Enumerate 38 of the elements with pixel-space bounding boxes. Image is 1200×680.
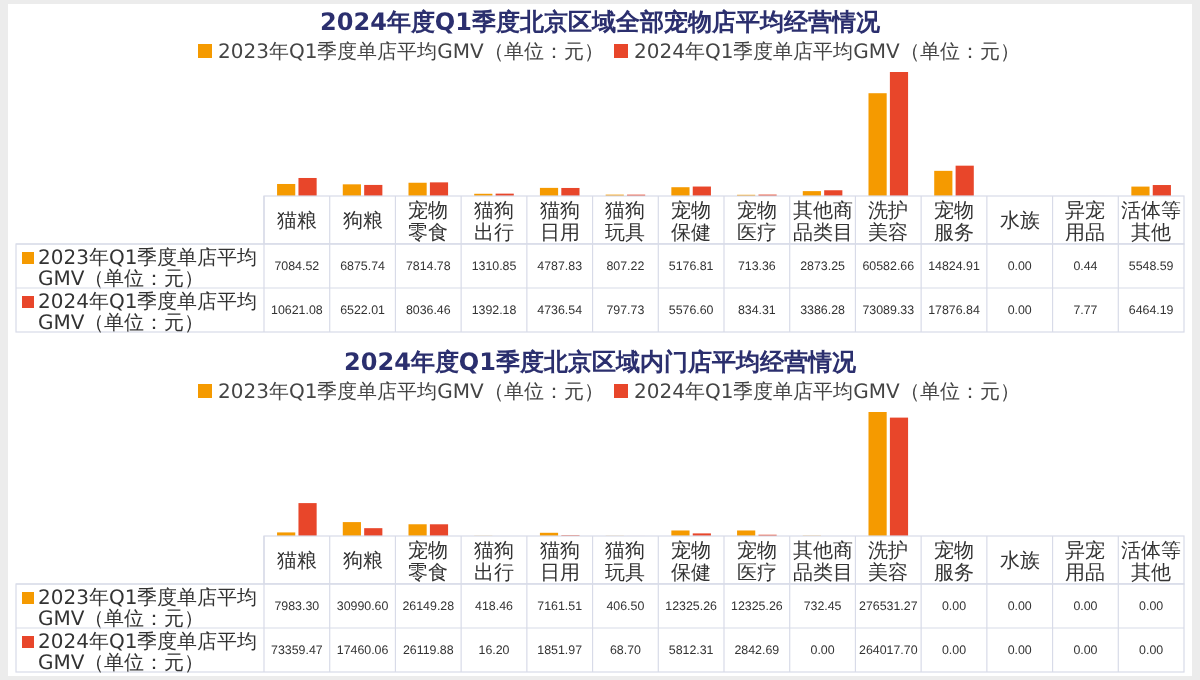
text: 2024年Q1季度单店平均GMV（单位：元） [38,632,258,675]
x-tick-label: 水族 [999,549,1040,573]
x-tick-label: 猫粮 [276,549,317,573]
text: 2024年Q1季度单店平均GMV（单位：元） [38,292,258,335]
x-tick-label: 宠物保健 [671,199,712,245]
x-tick-label: 其他商品类目 [792,539,853,585]
x-tick-label: 异宠用品 [1065,539,1106,585]
chart-title: 2024年度Q1季度北京区域内门店平均经营情况 [344,348,858,376]
legend-label: 2023年Q1季度单店平均GMV（单位：元） [218,380,604,404]
x-tick-label: 洗护美容 [868,539,909,585]
text: 2023年Q1季度单店平均GMV（单位：元） [38,248,258,291]
x-tick-label: 猫狗出行 [474,539,514,585]
x-tick-label: 狗粮 [342,209,383,233]
chart-title: 2024年度Q1季度北京区域全部宠物店平均经营情况 [320,8,882,36]
x-tick-label: 宠物医疗 [736,539,777,585]
x-tick-label: 活体等其他 [1121,539,1182,585]
x-tick-label: 猫狗日用 [539,539,580,585]
x-tick-label: 洗护美容 [868,199,909,245]
x-tick-label: 其他商品类目 [792,199,853,245]
x-tick-label: 狗粮 [342,549,383,573]
legend-label: 2024年Q1季度单店平均GMV（单位：元） [634,40,1020,64]
x-tick-label: 猫狗日用 [539,199,580,245]
x-tick-label: 活体等其他 [1121,199,1182,245]
x-tick-label: 猫狗玩具 [605,539,646,585]
text: 2023年Q1季度单店平均GMV（单位：元） [38,588,258,631]
x-tick-label: 宠物零食 [408,199,449,245]
x-tick-label: 宠物零食 [408,539,449,585]
x-tick-label: 宠物保健 [671,539,712,585]
x-tick-label: 宠物医疗 [736,199,777,245]
x-tick-label: 宠物服务 [934,199,974,245]
x-tick-label: 猫狗玩具 [605,199,646,245]
legend-label: 2024年Q1季度单店平均GMV（单位：元） [634,380,1020,404]
x-tick-label: 猫粮 [276,209,317,233]
x-tick-label: 异宠用品 [1065,199,1106,245]
x-tick-label: 猫狗出行 [474,199,514,245]
x-tick-label: 宠物服务 [934,539,974,585]
legend-label: 2023年Q1季度单店平均GMV（单位：元） [218,40,604,64]
x-tick-label: 水族 [999,209,1040,233]
